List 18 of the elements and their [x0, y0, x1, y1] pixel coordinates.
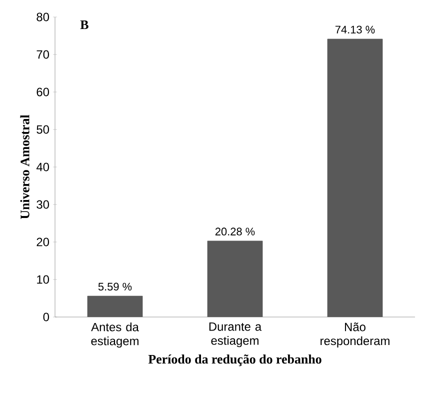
y-tick-label: 40 [36, 162, 50, 172]
y-tick-label: 30 [36, 200, 50, 209]
y-tick-label: 80 [36, 12, 50, 22]
x-axis-title: Período da redução do rebanho [148, 354, 322, 366]
y-axis-title: Universo Amostral [20, 114, 30, 220]
y-tick-label: 0 [43, 312, 50, 322]
data-label: 20.28 % [215, 228, 255, 236]
x-tick-label: Durante a estiagem [209, 322, 262, 348]
x-tick-label: Não responderam [320, 322, 390, 348]
y-tick-label: 50 [36, 125, 50, 134]
y-tick-label: 20 [36, 238, 50, 246]
y-tick-label: 10 [37, 275, 50, 284]
y-tick-label: 60 [36, 88, 50, 96]
y-tick-label: 70 [36, 50, 50, 59]
chart-title: B [80, 20, 88, 30]
data-label: 5.59 % [98, 282, 132, 291]
data-label: 74.13 % [335, 26, 375, 34]
x-tick-label: Antes da estiagem [91, 322, 139, 348]
